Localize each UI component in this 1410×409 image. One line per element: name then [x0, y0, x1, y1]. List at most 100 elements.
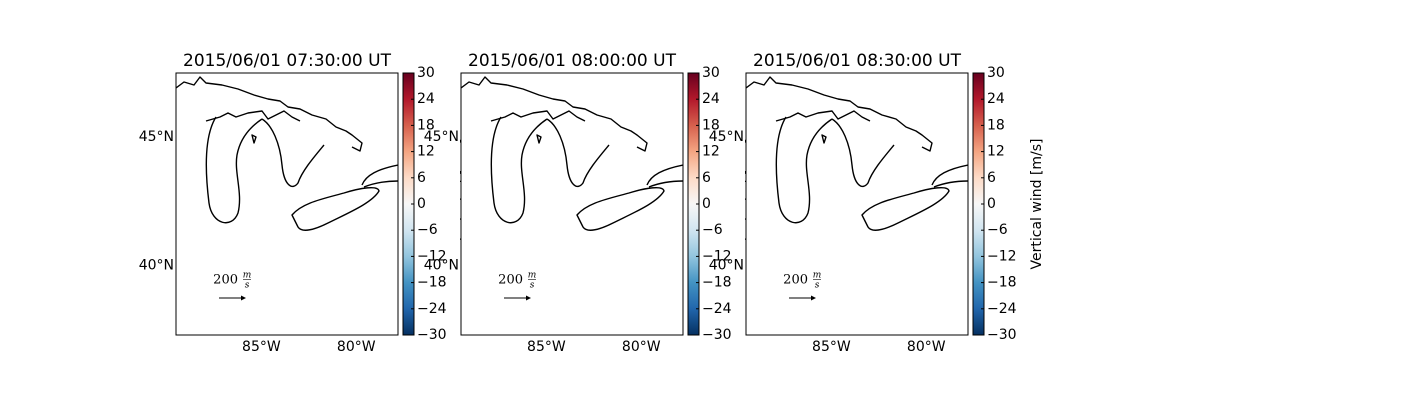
- arrow-head: [241, 295, 246, 301]
- colorbar-tick-label: −12: [702, 248, 732, 264]
- x-tick-label: 85°W: [527, 339, 566, 355]
- quiver-key-unit-den: s: [815, 281, 820, 291]
- coastline: [261, 118, 325, 188]
- quiver-key-arrow: [504, 295, 531, 301]
- coastlines: [176, 76, 398, 231]
- coastline: [576, 186, 665, 231]
- colorbar-tick-label: −18: [702, 275, 732, 291]
- y-tick-label: 45°N: [424, 129, 459, 145]
- quiver-key-unit-den: s: [530, 281, 535, 291]
- colorbar-tick-label: 12: [417, 144, 435, 160]
- axes-frame: [745, 72, 969, 336]
- coastline: [536, 134, 542, 144]
- coastline: [176, 76, 363, 152]
- colorbar-tick-label: 18: [417, 117, 435, 133]
- coastline: [363, 180, 398, 188]
- colorbar-tick-label: 30: [702, 65, 720, 81]
- colorbar-tick-label: −18: [417, 275, 447, 291]
- coastline: [648, 180, 683, 188]
- colorbar-tick-label: −6: [987, 222, 1008, 238]
- arrow-head: [811, 295, 816, 301]
- quiver-key-arrow: [219, 295, 246, 301]
- coastline: [291, 186, 380, 231]
- colorbar-tick-label: 30: [987, 65, 1005, 81]
- coastlines: [746, 76, 968, 231]
- map-panel: 2015/06/01 08:30:00 UT 40°N 45°N 85°W 80°W 20…: [709, 51, 1045, 355]
- coastline: [746, 76, 933, 152]
- coastline: [646, 164, 683, 186]
- colorbar-tick-label: 18: [702, 117, 720, 133]
- colorbar-tick-label: 18: [987, 117, 1005, 133]
- colorbar-tick-label: −6: [702, 222, 723, 238]
- map-title: 2015/06/01 08:30:00 UT: [753, 51, 962, 71]
- coastline: [775, 110, 871, 122]
- quiver-key-value: 200: [498, 273, 523, 288]
- colorbar-tick-label: 0: [987, 196, 996, 212]
- colorbar-tick-label: −24: [987, 301, 1017, 317]
- colorbar-tick-label: −24: [702, 301, 732, 317]
- coastline: [490, 110, 586, 122]
- x-tick-label: 85°W: [242, 339, 281, 355]
- colorbar-tick-label: −12: [987, 248, 1017, 264]
- coastline: [205, 116, 263, 224]
- quiver-key-unit-num: m: [813, 271, 822, 281]
- coastline: [775, 116, 833, 224]
- colorbar-tick-label: −12: [417, 248, 447, 264]
- colorbar-tick-label: −6: [417, 222, 438, 238]
- colorbar-tick-label: −30: [702, 327, 732, 343]
- coastline: [251, 134, 257, 144]
- colorbar-label: Vertical wind [m/s]: [1029, 139, 1045, 270]
- quiver-key-value: 200: [783, 273, 808, 288]
- x-tick-label: 85°W: [812, 339, 851, 355]
- colorbar-tick-label: 0: [702, 196, 711, 212]
- map-title: 2015/06/01 07:30:00 UT: [183, 51, 392, 71]
- colorbar-tick-label: 24: [417, 91, 435, 107]
- y-tick-label: 40°N: [709, 258, 744, 274]
- quiver-key-arrow: [789, 295, 816, 301]
- coastline: [461, 76, 648, 152]
- axes-background: [746, 73, 968, 335]
- coastline: [205, 110, 301, 122]
- colorbar-tick-label: 24: [702, 91, 720, 107]
- coastline: [933, 180, 968, 188]
- axes-background: [461, 73, 683, 335]
- colorbar-tick-label: 0: [417, 196, 426, 212]
- quiver-key-value: 200: [213, 273, 238, 288]
- map-panel: 2015/06/01 08:00:00 UT 40°N 45°N 85°W 80°W 20…: [424, 51, 760, 355]
- coastline: [831, 118, 895, 188]
- colorbar-tick-label: −24: [417, 301, 447, 317]
- axes-frame: [460, 72, 684, 336]
- quiver-key-unit-num: m: [243, 271, 252, 281]
- colorbar-tick-label: −30: [987, 327, 1017, 343]
- coastline: [861, 186, 950, 231]
- colorbar-tick-label: 30: [417, 65, 435, 81]
- coastline: [361, 164, 398, 186]
- y-tick-label: 40°N: [424, 258, 459, 274]
- map-title: 2015/06/01 08:00:00 UT: [468, 51, 677, 71]
- x-tick-label: 80°W: [337, 339, 376, 355]
- colorbar-tick-label: −30: [417, 327, 447, 343]
- quiver-key-unit-den: s: [245, 281, 250, 291]
- colorbar-tick-label: 24: [987, 91, 1005, 107]
- coastline: [546, 118, 610, 188]
- coastline: [490, 116, 548, 224]
- y-tick-label: 40°N: [139, 258, 174, 274]
- colorbar-tick-label: −18: [987, 275, 1017, 291]
- coastlines: [461, 76, 683, 231]
- colorbar-tick-label: 6: [702, 170, 711, 186]
- colorbar-tick-label: 6: [417, 170, 426, 186]
- coastline: [821, 134, 827, 144]
- x-tick-label: 80°W: [622, 339, 661, 355]
- colorbar-tick-label: 6: [987, 170, 996, 186]
- coastline: [931, 164, 968, 186]
- colorbar-tick-label: 12: [987, 144, 1005, 160]
- colorbar-tick-label: 12: [702, 144, 720, 160]
- map-panel: 2015/06/01 07:30:00 UT 40°N 45°N 85°W 80°W 20…: [139, 51, 475, 355]
- arrow-head: [526, 295, 531, 301]
- y-tick-label: 45°N: [709, 129, 744, 145]
- axes-frame: [175, 72, 399, 336]
- axes-background: [176, 73, 398, 335]
- x-tick-label: 80°W: [907, 339, 946, 355]
